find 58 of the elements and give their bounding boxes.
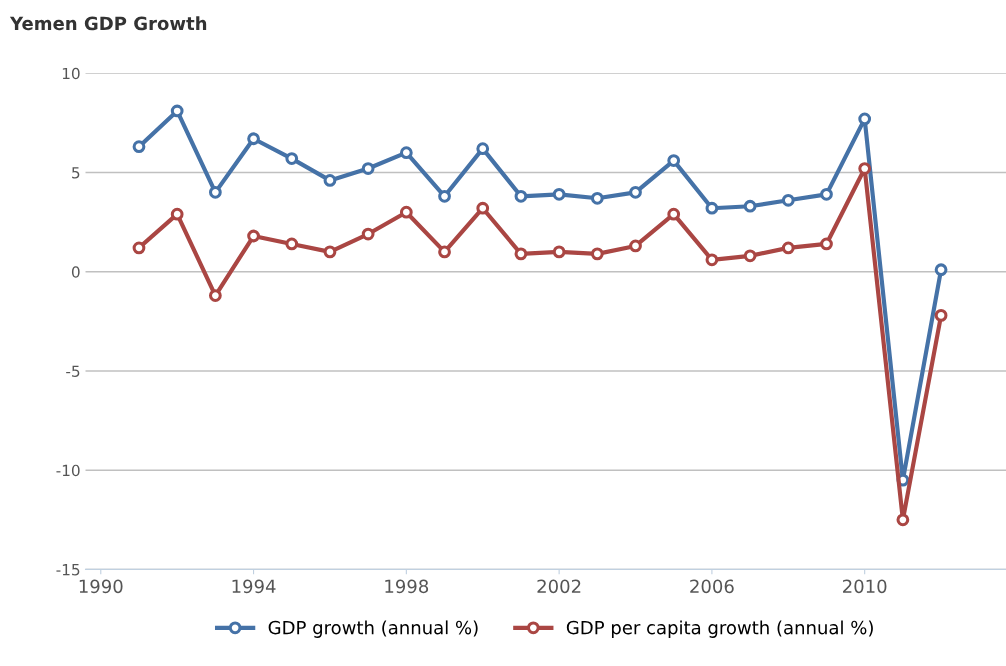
point (132, 241, 146, 255)
point (208, 289, 222, 302)
point (590, 191, 604, 205)
point (896, 513, 910, 527)
point (705, 253, 719, 267)
point (743, 199, 757, 213)
point (323, 174, 337, 187)
point (743, 249, 757, 263)
point (438, 245, 451, 259)
point (247, 132, 260, 146)
point (399, 205, 413, 219)
point (514, 247, 528, 261)
point (438, 189, 451, 203)
point (858, 112, 872, 126)
point (361, 162, 375, 175)
point (476, 142, 490, 156)
legend-label: GDP growth (annual %) (268, 620, 478, 638)
point (934, 263, 948, 277)
y-tick-label: -15 (56, 564, 80, 576)
x-tick-label: 2010 (843, 579, 887, 594)
point (170, 207, 184, 221)
point (667, 207, 681, 221)
x-tick-label: 1998 (385, 579, 429, 594)
point (858, 162, 872, 175)
point (361, 227, 375, 241)
point (781, 193, 795, 207)
point (629, 185, 642, 199)
point (514, 189, 528, 203)
x-tick-label: 2006 (690, 579, 734, 594)
point (705, 201, 719, 215)
point (399, 146, 413, 160)
point (208, 185, 222, 199)
x-tick-label: 1990 (79, 579, 123, 594)
point (781, 241, 795, 255)
y-tick-label: -10 (56, 464, 80, 477)
legend-label: GDP per capita growth (annual %) (566, 620, 873, 638)
y-tick-label: -5 (66, 365, 80, 377)
y-tick-label: 5 (72, 167, 80, 179)
chart-title: Yemen GDP Growth (9, 16, 207, 31)
y-tick-label: 10 (62, 67, 80, 80)
point (590, 247, 604, 261)
point (132, 140, 146, 154)
point (476, 201, 490, 215)
point (552, 245, 566, 259)
point (667, 154, 681, 167)
x-tick-label: 1994 (232, 579, 276, 594)
point (820, 187, 833, 201)
y-tick-label: 0 (71, 266, 80, 278)
point (629, 239, 642, 253)
point (285, 237, 299, 251)
point (247, 229, 260, 243)
point (323, 245, 337, 259)
point (552, 187, 566, 201)
point (170, 104, 184, 118)
point (934, 309, 948, 322)
point (285, 152, 299, 165)
x-tick-label: 2002 (537, 579, 581, 594)
point (820, 237, 833, 251)
